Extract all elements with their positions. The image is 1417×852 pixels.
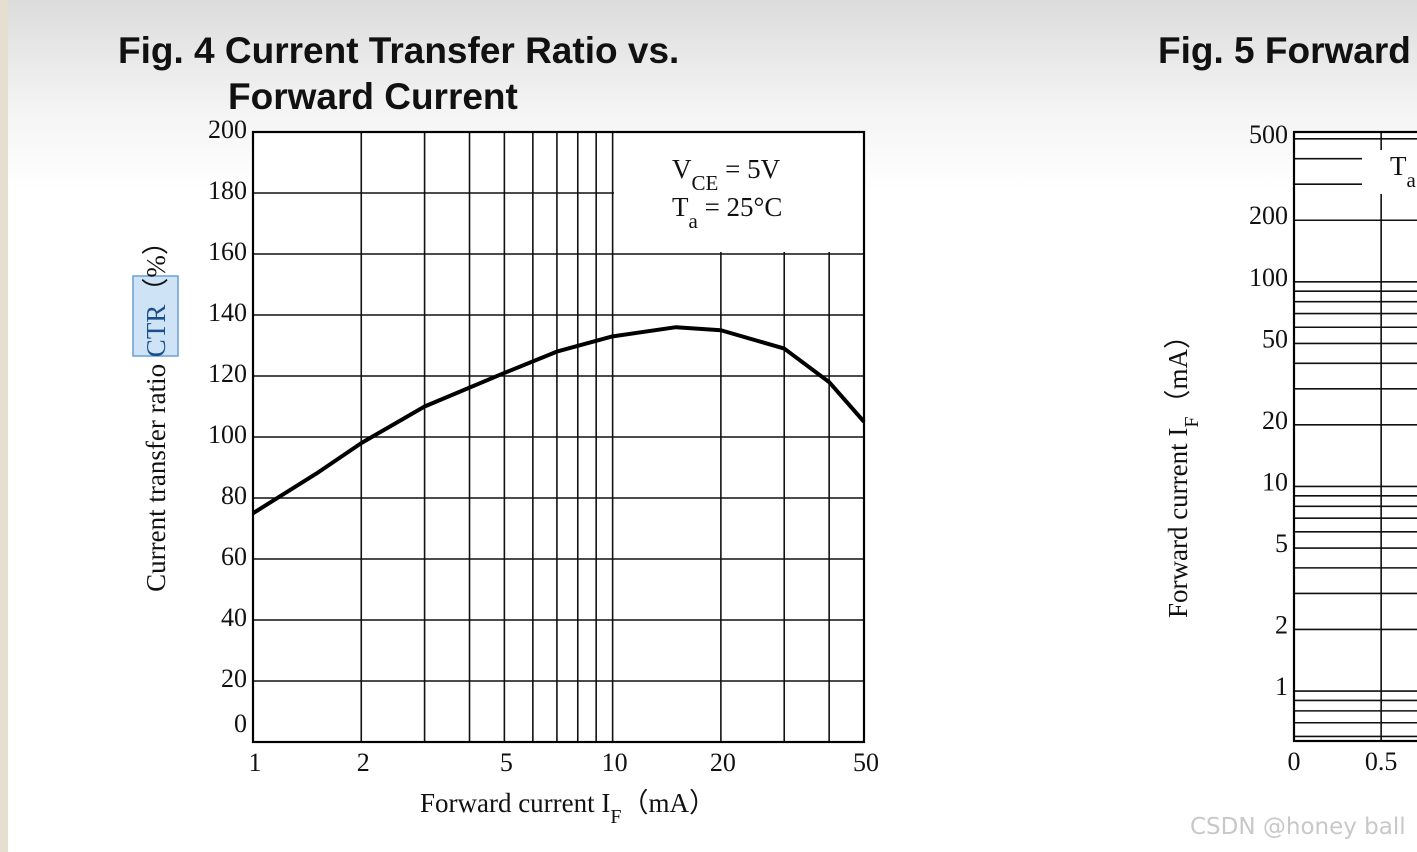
y-axis-label-text: Forward current I bbox=[1163, 428, 1193, 618]
y-tick-label: 1 bbox=[1275, 672, 1288, 701]
x-axis-label-text: Forward current I bbox=[420, 788, 610, 818]
annotation: Ta = 25°C bbox=[672, 192, 782, 233]
y-tick-label: 20 bbox=[1262, 406, 1288, 435]
x-tick-label: 10 bbox=[602, 748, 628, 777]
x-tick-label: 5 bbox=[500, 748, 513, 777]
y-tick-label: 100 bbox=[1249, 263, 1288, 292]
x-tick-label: 1 bbox=[249, 748, 262, 777]
annotation-box bbox=[1362, 150, 1417, 194]
selection-highlight bbox=[132, 275, 179, 357]
annotation-rest: = 5V bbox=[718, 154, 780, 184]
chart-fig5: Ta bbox=[1292, 130, 1417, 743]
plot-frame bbox=[1292, 130, 1417, 743]
chart-title: Fig. 4 Current Transfer Ratio vs. bbox=[118, 30, 679, 71]
data-line bbox=[251, 325, 866, 515]
annotation-text: T bbox=[672, 192, 689, 222]
chart-title: Fig. 5 Forward bbox=[1158, 30, 1411, 71]
y-tick-label: 40 bbox=[221, 603, 247, 632]
y-axis-label-sub: F bbox=[1181, 416, 1203, 427]
annotation-sub: a bbox=[1407, 168, 1417, 192]
annotation-box bbox=[614, 133, 863, 252]
x-axis-label: Forward current IF（mA） bbox=[420, 788, 716, 828]
y-tick-label: 200 bbox=[208, 115, 247, 144]
annotation-rest: = 25°C bbox=[698, 192, 783, 222]
y-tick-label: 100 bbox=[208, 420, 247, 449]
y-axis-label-unit: （mA） bbox=[1163, 322, 1193, 417]
y-tick-label: 5 bbox=[1275, 529, 1288, 558]
x-tick-label: 2 bbox=[357, 748, 370, 777]
annotation: VCE = 5V bbox=[672, 154, 781, 195]
annotation-text: T bbox=[1390, 151, 1407, 181]
plot-area bbox=[1294, 132, 1417, 741]
y-axis-label-unit: （%） bbox=[141, 228, 171, 305]
annotation-sub: a bbox=[689, 209, 699, 233]
y-tick-label: 160 bbox=[208, 237, 247, 266]
plot-frame bbox=[251, 130, 866, 744]
x-tick-label: 50 bbox=[853, 748, 879, 777]
y-tick-label: 180 bbox=[208, 176, 247, 205]
annotation-sub: CE bbox=[692, 171, 719, 195]
x-axis-label-unit: （mA） bbox=[622, 788, 717, 818]
y-tick-label: 60 bbox=[221, 542, 247, 571]
chart-fig4: Fig. 4 Current Transfer Ratio vs. Forward… bbox=[118, 30, 879, 828]
y-tick-label: 0 bbox=[234, 709, 247, 738]
watermark: CSDN @honey ball bbox=[1190, 814, 1406, 840]
y-axis-label: Current transfer ratio CTR（%） bbox=[141, 228, 171, 592]
x-tick-label: 20 bbox=[710, 748, 736, 777]
y-axis-label-text: Current transfer ratio bbox=[141, 357, 171, 592]
y-tick-label: 10 bbox=[1262, 467, 1288, 496]
chart-title: Forward Current bbox=[228, 76, 518, 117]
x-axis-label-sub: F bbox=[610, 806, 621, 828]
y-axis-label-highlight: CTR bbox=[141, 305, 171, 358]
y-tick-label: 80 bbox=[221, 481, 247, 510]
page-edge bbox=[0, 0, 8, 852]
y-tick-label: 140 bbox=[208, 298, 247, 327]
y-tick-label: 50 bbox=[1262, 324, 1288, 353]
annotation: Ta bbox=[1390, 151, 1417, 192]
chart-fig5-labels: Fig. 5 Forward 0 0.5 1 2 5 10 20 50 100 200 500 Forw… bbox=[1158, 30, 1411, 776]
y-tick-label: 2 bbox=[1275, 610, 1288, 639]
y-tick-label: 200 bbox=[1249, 201, 1288, 230]
y-tick-label: 20 bbox=[221, 664, 247, 693]
x-tick-label: 0 bbox=[1288, 747, 1301, 776]
annotation-text: V bbox=[672, 154, 692, 184]
y-tick-label: 500 bbox=[1249, 120, 1288, 149]
x-tick-label: 0.5 bbox=[1365, 747, 1398, 776]
y-tick-label: 120 bbox=[208, 359, 247, 388]
y-axis-label: Forward current IF（mA） bbox=[1163, 322, 1203, 618]
